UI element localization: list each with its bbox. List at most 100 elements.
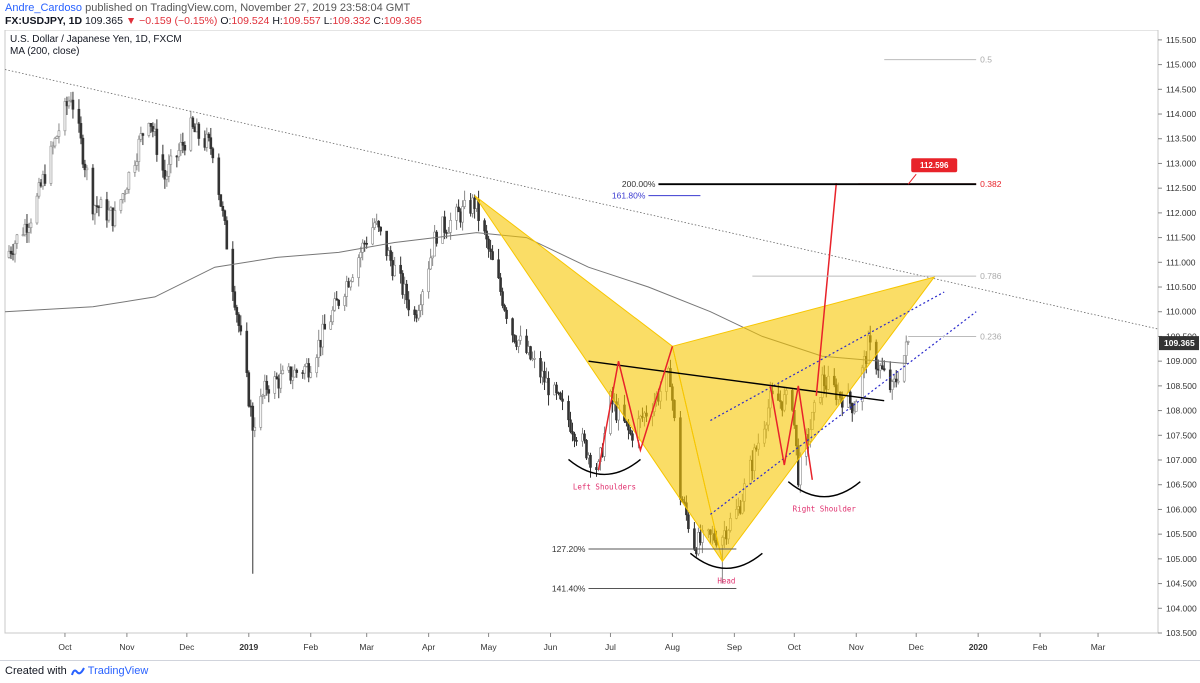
candle-body — [141, 133, 145, 136]
candle-body — [343, 296, 347, 306]
candle-body — [547, 377, 550, 396]
open-label: O: — [220, 15, 232, 27]
candle-body — [852, 411, 856, 414]
candle-body — [365, 243, 368, 245]
price-chart[interactable]: 115.500 115.000 114.500 114.000 113.500 113.0… — [0, 30, 1200, 660]
candle-body — [181, 141, 185, 146]
candle-body — [295, 369, 299, 373]
target-price-tag — [911, 158, 958, 173]
candle-body — [561, 398, 564, 402]
candle-body — [906, 341, 910, 343]
y-tick-label: 108.000 — [1166, 406, 1197, 416]
candle-body — [429, 257, 432, 270]
candle-body — [83, 163, 87, 171]
y-tick-label: 110.500 — [1166, 282, 1196, 292]
publish-info: Andre_Cardoso published on TradingView.c… — [5, 2, 410, 14]
candle-body — [333, 298, 337, 311]
y-tick-label: 105.000 — [1166, 554, 1197, 564]
candle-body — [421, 291, 424, 306]
candle-body — [121, 193, 125, 200]
candle-body — [281, 369, 285, 374]
candle-body — [91, 167, 95, 215]
candle-body — [519, 335, 522, 341]
y-tick-label: 107.000 — [1166, 455, 1197, 465]
x-tick-label: Mar — [359, 642, 374, 652]
candle-body — [447, 232, 450, 234]
candle-body — [629, 429, 632, 435]
candle-body — [315, 357, 319, 374]
candle-body — [419, 304, 422, 311]
candle-body — [113, 210, 117, 227]
candle-body — [497, 259, 500, 279]
candle-body — [894, 378, 898, 383]
change-value: −0.159 (−0.15%) — [139, 15, 218, 27]
candle-body — [902, 355, 906, 382]
y-tick-label: 115.500 — [1166, 35, 1196, 45]
candle-body — [137, 138, 141, 162]
candle-body — [93, 205, 97, 215]
tradingview-brand[interactable]: TradingView — [70, 665, 148, 677]
candle-body — [211, 148, 215, 159]
candle-body — [455, 206, 458, 221]
tradingview-logo-icon — [70, 667, 85, 675]
candle-body — [71, 99, 75, 110]
x-tick-label: Oct — [788, 642, 802, 652]
candle-body — [405, 283, 408, 301]
candle-body — [309, 372, 313, 378]
candle-body — [247, 372, 251, 407]
candle-body — [279, 373, 283, 389]
x-tick-label: Mar — [1091, 642, 1106, 652]
candle-body — [245, 330, 249, 373]
extension-level-label: 127.20% — [552, 544, 586, 554]
candle-body — [567, 401, 570, 421]
x-tick-label: Aug — [665, 642, 680, 652]
y-tick-label: 105.500 — [1166, 529, 1197, 539]
candle-body — [57, 130, 61, 137]
candle-body — [125, 188, 129, 194]
candle-body — [303, 366, 307, 374]
candle-body — [77, 108, 81, 124]
candle-body — [15, 234, 19, 244]
y-tick-label: 111.500 — [1166, 233, 1196, 243]
zigzag-line — [597, 346, 674, 471]
candle-body — [571, 431, 574, 435]
candle-body — [53, 138, 57, 147]
x-tick-label: Dec — [909, 642, 925, 652]
x-tick-label: Apr — [422, 642, 435, 652]
candle-body — [13, 243, 17, 255]
x-tick-label: May — [481, 642, 498, 652]
candle-body — [169, 155, 173, 165]
author-link[interactable]: Andre_Cardoso — [5, 2, 83, 14]
candle-body — [517, 340, 520, 347]
candle-body — [291, 376, 295, 381]
fib-level-label: 0.382 — [980, 179, 1002, 189]
candle-body — [207, 133, 211, 138]
candle-body — [371, 227, 374, 245]
candle-body — [21, 234, 25, 236]
candle-body — [95, 205, 99, 207]
high-label: H: — [272, 15, 283, 27]
candles-group — [7, 91, 910, 584]
candle-body — [503, 305, 506, 311]
candle-body — [890, 381, 894, 390]
symbol-label: FX:USDJPY, 1D — [5, 15, 83, 27]
candle-body — [275, 376, 279, 380]
candle-body — [85, 167, 89, 171]
candle-body — [217, 157, 221, 195]
candle-body — [359, 251, 362, 259]
candle-body — [533, 358, 536, 360]
y-tick-label: 113.000 — [1166, 158, 1196, 168]
candle-body — [485, 230, 488, 240]
candle-body — [135, 161, 139, 166]
candle-body — [239, 325, 243, 332]
down-arrow-icon: ▼ — [125, 15, 137, 27]
chart-title: U.S. Dollar / Japanese Yen, 1D, FXCM — [10, 34, 182, 45]
candle-body — [345, 281, 349, 297]
candle-body — [253, 427, 257, 431]
candle-body — [161, 154, 165, 171]
candle-body — [37, 182, 41, 197]
fib-level-label: 0.236 — [980, 331, 1002, 341]
candle-body — [273, 376, 277, 394]
candle-body — [850, 403, 854, 414]
candle-body — [543, 370, 546, 383]
